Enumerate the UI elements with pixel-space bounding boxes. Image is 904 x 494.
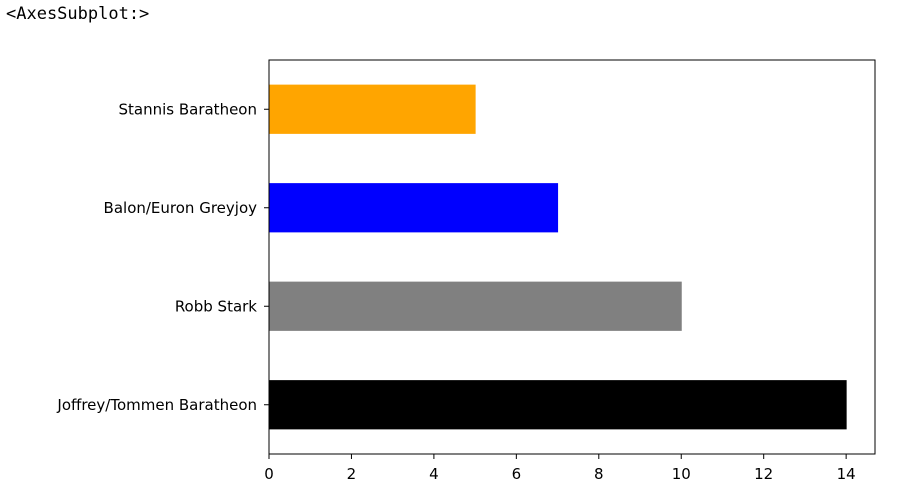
y-tick-label: Stannis Baratheon: [118, 100, 257, 118]
x-tick-label: 10: [672, 465, 691, 483]
y-axis: Stannis Baratheon Balon/Euron Greyjoy Robb…: [56, 100, 269, 414]
bars-layer: [269, 84, 847, 430]
y-tick-label: Joffrey/Tommen Baratheon: [56, 396, 257, 414]
x-tick-label: 8: [594, 465, 604, 483]
bar-2: [269, 281, 682, 331]
x-tick-label: 2: [347, 465, 357, 483]
output-repr-text: <AxesSubplot:>: [6, 4, 150, 24]
y-tick-label: Robb Stark: [175, 297, 257, 315]
x-tick-label: 6: [512, 465, 522, 483]
plot-area-frame: [268, 59, 876, 455]
bar-0: [269, 84, 476, 134]
bar-1: [269, 183, 559, 233]
x-axis: 0 2 4 6 8 10 12 14: [264, 454, 856, 483]
x-tick-label: 4: [429, 465, 439, 483]
x-tick-label: 0: [264, 465, 274, 483]
y-tick-label: Balon/Euron Greyjoy: [104, 199, 258, 217]
bar-3: [269, 380, 847, 430]
x-tick-label: 14: [837, 465, 856, 483]
x-tick-label: 12: [754, 465, 773, 483]
